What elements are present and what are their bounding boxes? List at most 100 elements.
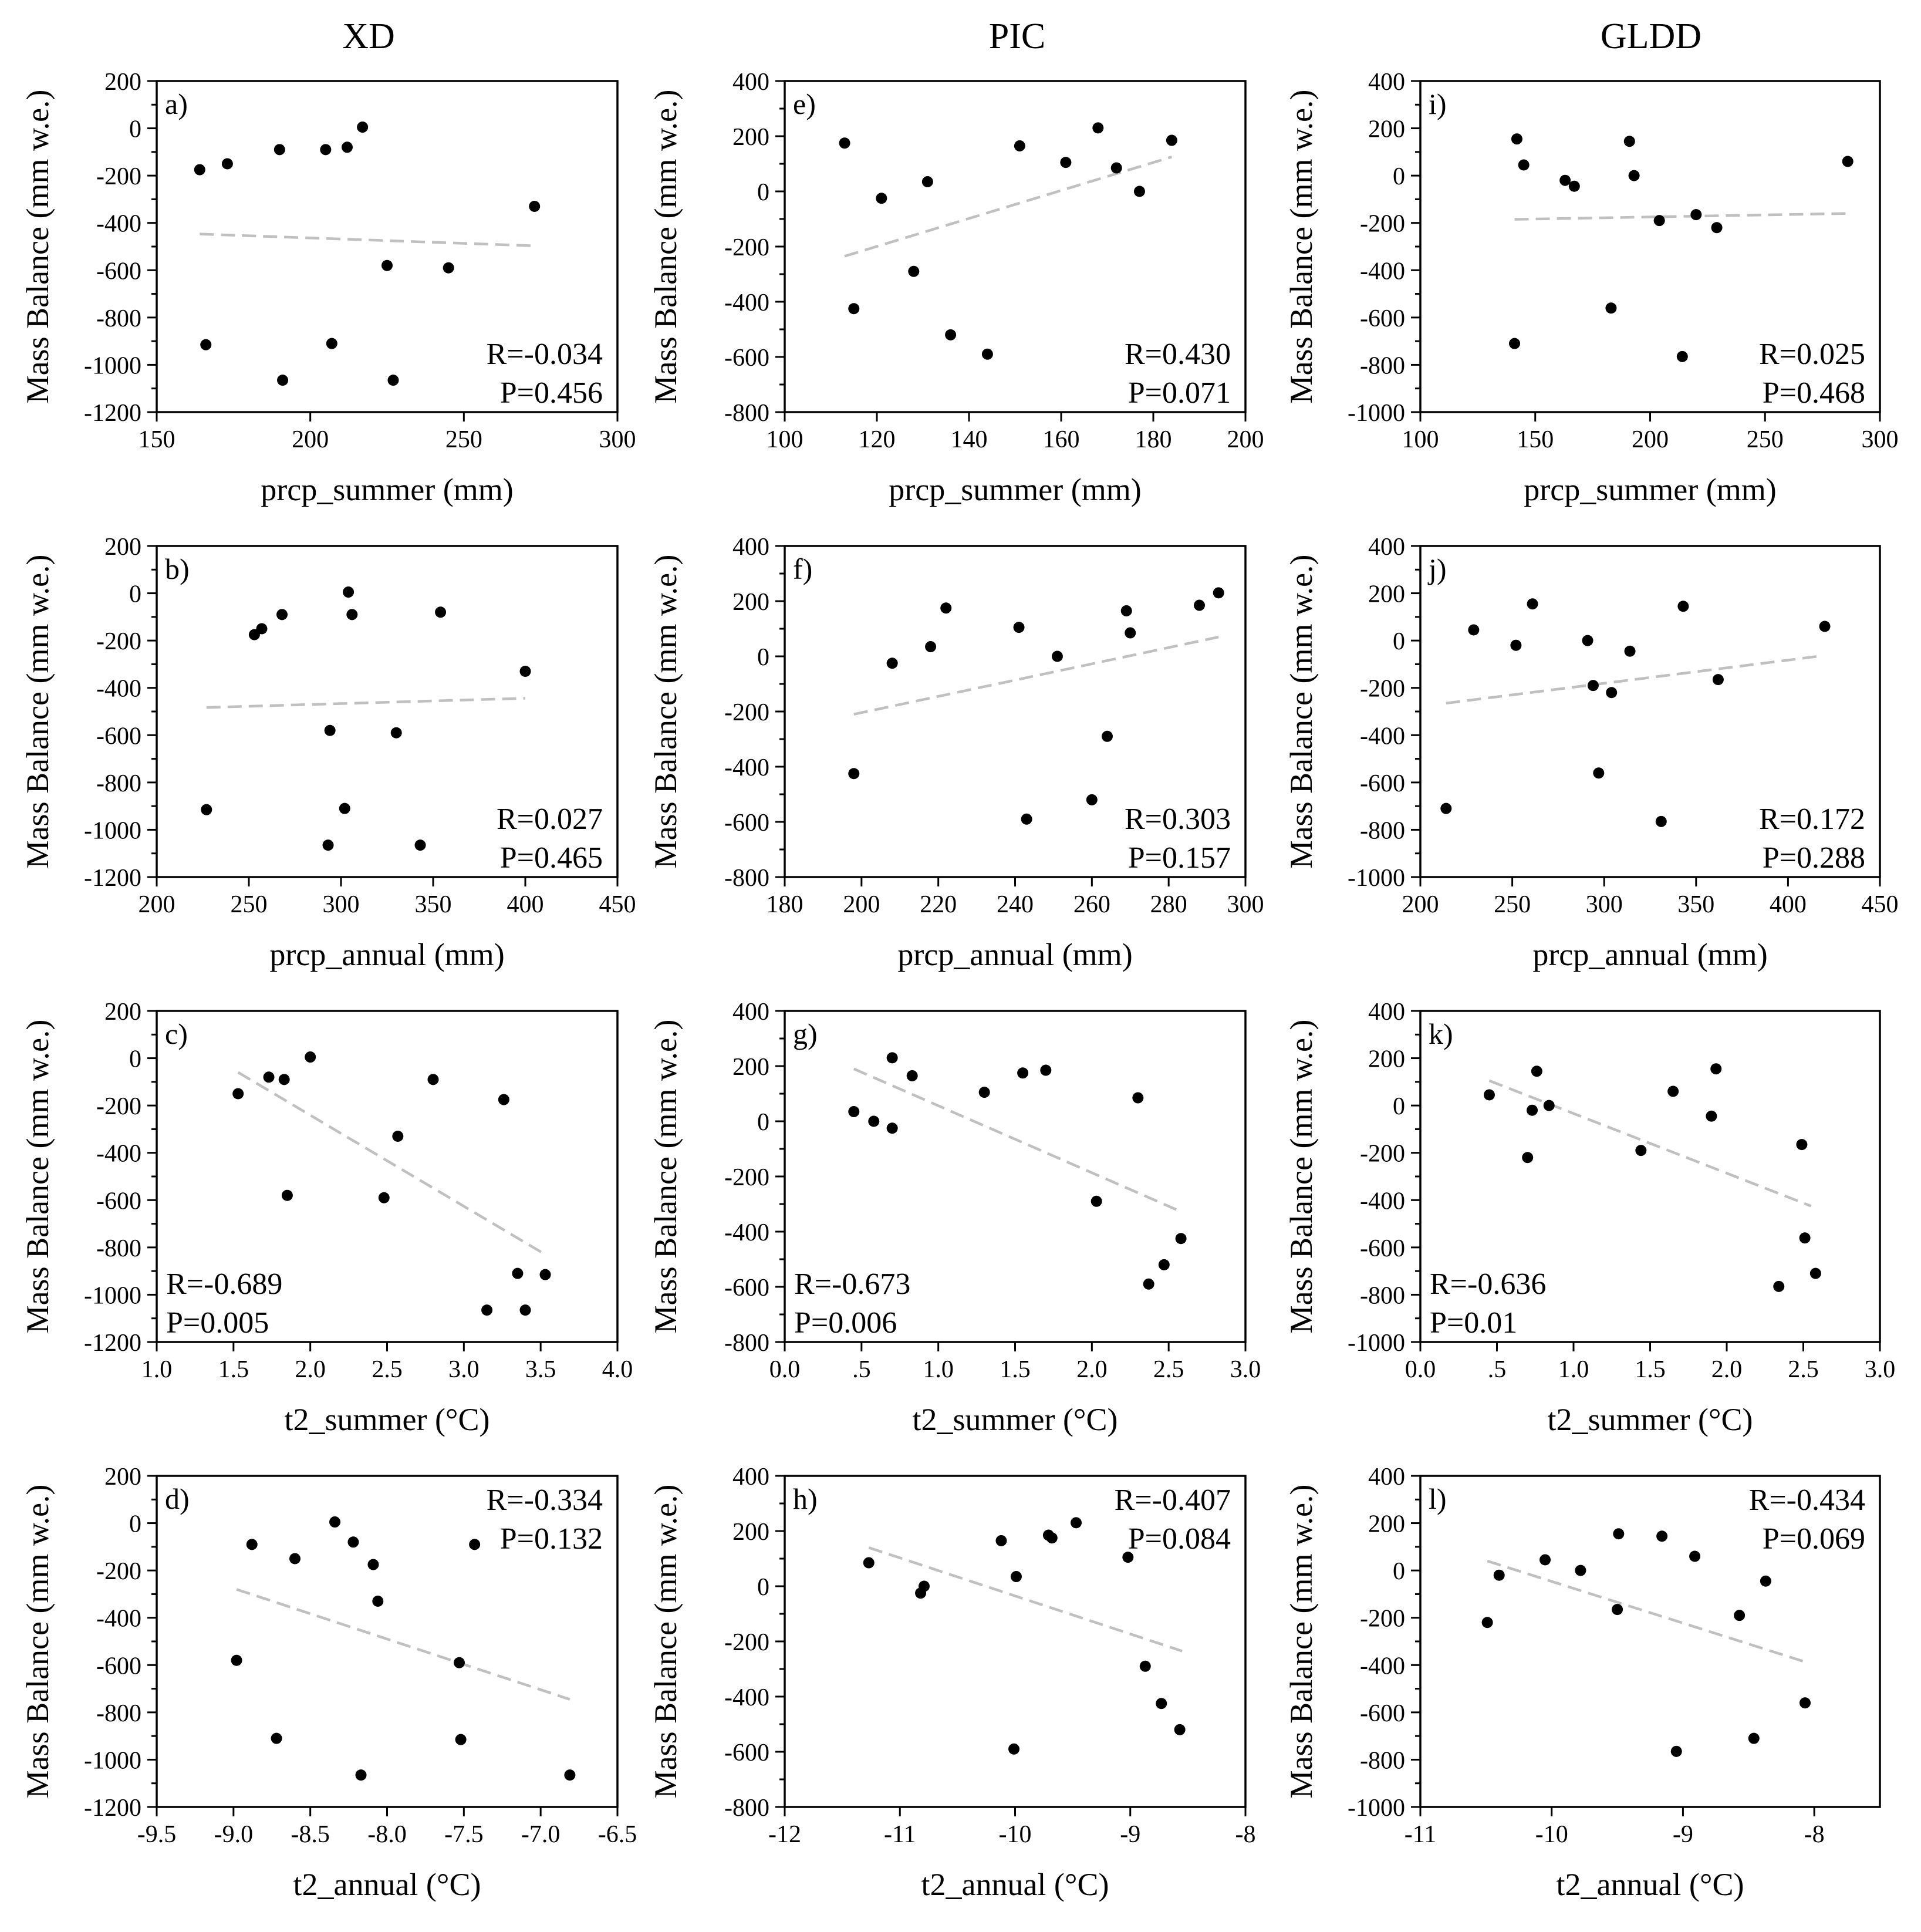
x-tick-label: -9	[1120, 1821, 1140, 1848]
data-point	[848, 303, 860, 315]
stat-p-value: P=0.071	[1128, 376, 1231, 410]
data-point	[1799, 1232, 1811, 1244]
y-tick-label: -200	[96, 163, 141, 190]
stat-p-value: P=0.456	[500, 376, 603, 410]
panel-label: e)	[793, 87, 816, 120]
y-tick-label: -400	[96, 676, 141, 703]
data-point	[1575, 1565, 1586, 1576]
data-point	[1086, 794, 1098, 805]
x-tick-label: 2.0	[1076, 1356, 1108, 1383]
data-point	[908, 265, 920, 277]
y-tick-label: 400	[732, 999, 769, 1026]
data-point	[848, 1106, 860, 1118]
x-tick-label: 200	[1227, 426, 1264, 453]
data-point	[339, 803, 350, 814]
x-tick-label: -8	[1235, 1821, 1256, 1848]
data-point	[1522, 1152, 1534, 1164]
x-tick-label: -10	[999, 1821, 1032, 1848]
data-point	[839, 137, 850, 149]
x-tick-label: .5	[852, 1356, 871, 1383]
stat-r-value: R=-0.689	[166, 1267, 282, 1301]
y-tick-label: -600	[96, 723, 141, 750]
y-tick-label: -200	[724, 234, 769, 261]
x-tick-label: 400	[507, 891, 544, 918]
data-point	[1166, 134, 1177, 146]
y-tick-label: -400	[96, 1141, 141, 1168]
x-tick-label: 280	[1150, 891, 1187, 918]
data-point	[1158, 1259, 1170, 1270]
x-tick-label: 2.5	[372, 1356, 403, 1383]
panel-label: h)	[793, 1482, 818, 1515]
data-point	[1071, 1517, 1082, 1529]
panel-label: j)	[1427, 552, 1447, 585]
stat-p-value: P=0.005	[166, 1306, 269, 1340]
x-tick-label: -10	[1535, 1821, 1568, 1848]
data-point	[886, 658, 898, 669]
scatter-panel: -12 -11 -10 -9 -8 -800 -600 -400 -200 0 200 400 t2_a…	[648, 1464, 1256, 1902]
x-axis-title: t2_annual (°C)	[921, 1867, 1109, 1902]
data-point	[277, 375, 289, 386]
column-title-xd: XD	[342, 16, 395, 56]
y-tick-label: 200	[1368, 581, 1405, 608]
y-tick-label: 400	[1368, 69, 1405, 96]
x-tick-label: 0.0	[769, 1356, 801, 1383]
data-point	[1670, 1745, 1682, 1757]
y-tick-label: -200	[724, 1629, 769, 1656]
panel-label: i)	[1429, 87, 1447, 120]
y-tick-label: -800	[1360, 1282, 1405, 1309]
data-point	[1493, 1569, 1505, 1581]
x-tick-label: 400	[1770, 891, 1807, 918]
x-axis-title: prcp_annual (mm)	[269, 937, 504, 972]
stat-r-value: R=-0.673	[794, 1267, 910, 1301]
data-point	[256, 623, 268, 635]
stat-r-value: R=0.172	[1759, 803, 1865, 836]
x-tick-label: -6.5	[598, 1821, 637, 1848]
y-tick-label: -400	[724, 1684, 769, 1711]
x-tick-label: 1.5	[218, 1356, 249, 1383]
y-tick-label: -600	[1360, 1235, 1405, 1262]
y-axis-title: Mass Balance (mm w.e.)	[20, 1485, 55, 1799]
data-point	[1796, 1139, 1808, 1151]
data-point	[863, 1557, 875, 1569]
y-tick-label: 400	[732, 534, 769, 561]
data-point	[1734, 1610, 1746, 1621]
x-axis-title: t2_summer (°C)	[1547, 1402, 1753, 1437]
data-point	[1051, 650, 1063, 662]
data-point	[1481, 1617, 1493, 1628]
y-tick-label: -800	[96, 1235, 141, 1262]
data-point	[271, 1732, 282, 1744]
y-tick-label: -400	[724, 754, 769, 781]
y-tick-label: -1000	[84, 817, 141, 844]
y-tick-label: 0	[129, 116, 141, 143]
data-point	[1582, 635, 1593, 646]
y-tick-label: -800	[96, 305, 141, 332]
y-tick-label: 0	[129, 581, 141, 608]
y-tick-label: -600	[96, 1653, 141, 1680]
trend-line	[236, 1588, 570, 1701]
panel-label: c)	[165, 1017, 188, 1050]
y-axis-title: Mass Balance (mm w.e.)	[1284, 555, 1319, 869]
stat-p-value: P=0.01	[1430, 1306, 1517, 1340]
stat-r-value: R=-0.034	[487, 338, 603, 371]
data-point	[1511, 133, 1522, 145]
x-tick-label: 100	[767, 426, 803, 453]
panel-label: a)	[165, 87, 188, 120]
data-point	[1690, 209, 1702, 221]
y-tick-label: -200	[1360, 1141, 1405, 1168]
y-tick-label: -800	[724, 1795, 769, 1822]
x-axis-title: prcp_annual (mm)	[1532, 937, 1767, 972]
data-point	[1711, 222, 1723, 234]
x-tick-label: 450	[1862, 891, 1899, 918]
x-tick-label: 1.5	[1635, 1356, 1666, 1383]
x-tick-label: 350	[415, 891, 452, 918]
x-tick-label: 300	[323, 891, 360, 918]
y-axis-title: Mass Balance (mm w.e.)	[648, 555, 683, 869]
data-point	[382, 259, 393, 271]
data-point	[529, 201, 541, 213]
data-point	[925, 641, 937, 653]
y-tick-label: -600	[724, 345, 769, 372]
scatter-panel: 100 150 200 250 300 -1000 -800 -600 -400 -200 0 200…	[1284, 69, 1899, 507]
data-point	[347, 1536, 359, 1548]
data-point	[378, 1192, 390, 1203]
column-title-gldd: GLDD	[1601, 16, 1701, 56]
